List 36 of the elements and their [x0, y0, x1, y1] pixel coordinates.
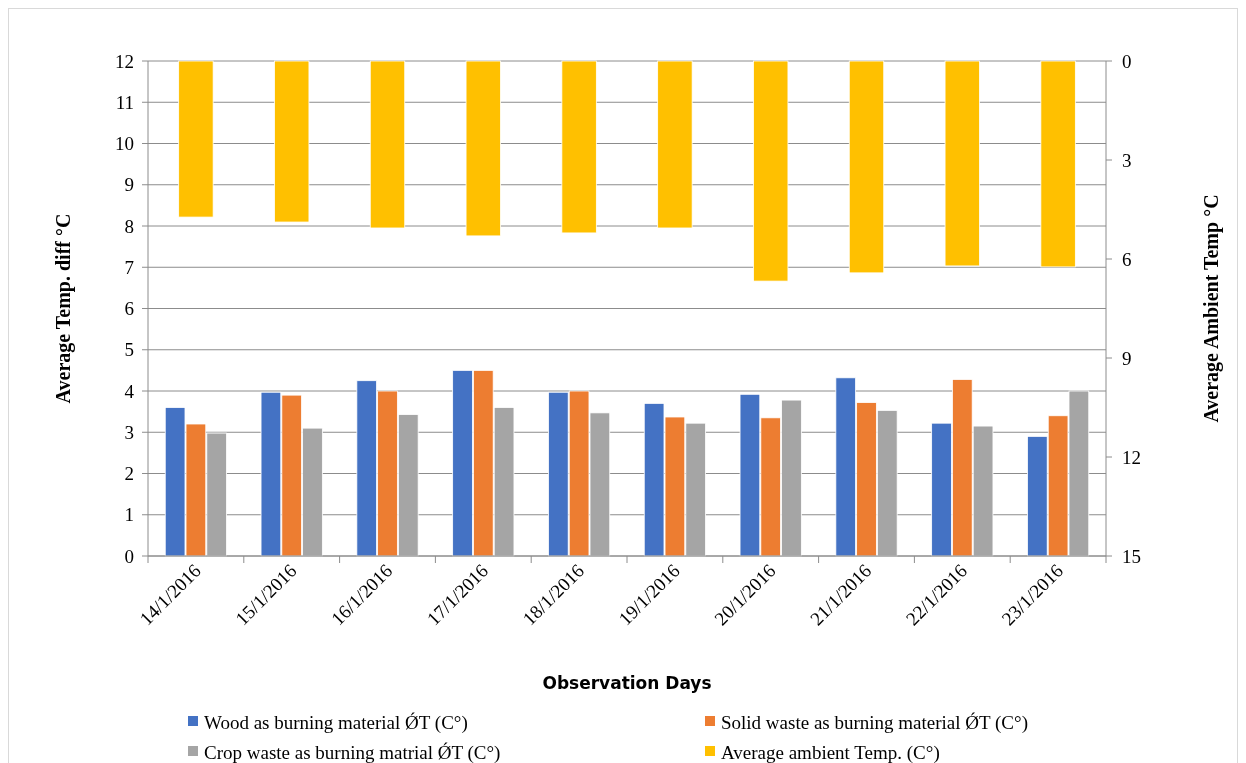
- bar: [657, 60, 693, 229]
- y-tick-label: 7: [124, 256, 134, 278]
- y-tick-label: 0: [124, 545, 134, 567]
- x-axis-title: Observation Days: [542, 673, 712, 693]
- bar: [848, 60, 885, 274]
- y2-tick-label: 9: [1122, 347, 1132, 369]
- bar: [1040, 60, 1076, 268]
- bar: [561, 60, 597, 234]
- y2-tick-label: 12: [1122, 446, 1141, 468]
- bar: [178, 60, 214, 218]
- legend-label: Solid waste as burning material ǾT (C°): [721, 711, 1028, 734]
- y-axis-title: Average Temp. diff °C: [52, 213, 75, 404]
- bar: [465, 60, 501, 237]
- y-tick-label: 6: [124, 298, 134, 320]
- y2-tick-label: 3: [1122, 149, 1132, 171]
- y-tick-label: 11: [115, 91, 134, 113]
- y-tick-label: 4: [124, 380, 135, 402]
- y-tick-label: 5: [124, 339, 134, 361]
- legend-label: Wood as burning material ǾT (C°): [204, 711, 468, 734]
- bar: [369, 60, 406, 229]
- y2-axis-title: Average Ambient Temp °C: [1200, 194, 1223, 423]
- y-tick-label: 1: [124, 504, 134, 526]
- y2-tick-label: 15: [1122, 545, 1141, 567]
- legend-label: Average ambient Temp. (C°): [721, 741, 940, 763]
- y-tick-label: 3: [124, 421, 134, 443]
- y-tick-label: 9: [124, 174, 134, 196]
- bar: [753, 60, 789, 282]
- y-tick-label: 12: [115, 50, 134, 72]
- legend-label: Crop waste as burning matrial ǾT (C°): [204, 741, 501, 763]
- y-tick-label: 10: [115, 133, 134, 155]
- y2-tick-label: 6: [1122, 248, 1132, 270]
- y-tick-label: 8: [124, 215, 134, 237]
- y2-tick-label: 0: [1122, 50, 1132, 72]
- bar: [944, 60, 980, 267]
- y-tick-label: 2: [124, 463, 134, 485]
- bar: [274, 60, 310, 223]
